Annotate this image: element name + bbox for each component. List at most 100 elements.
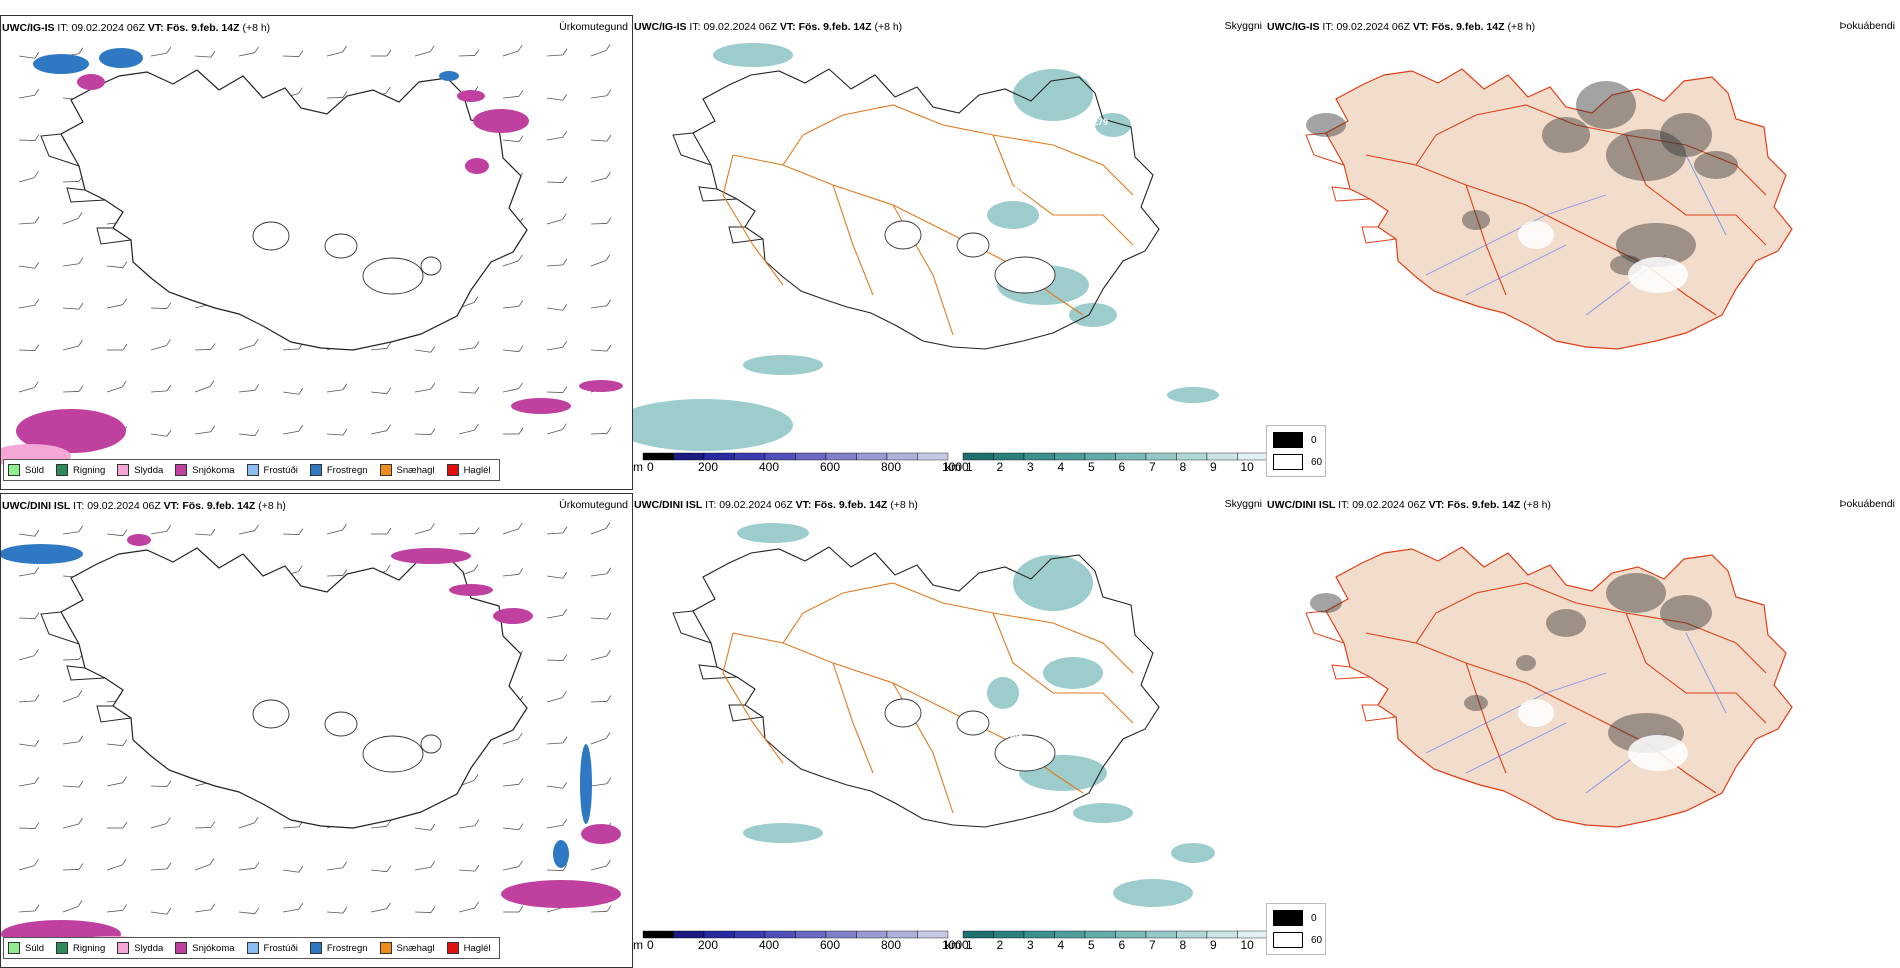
fjord-lines	[672, 132, 764, 244]
low-visibility-area	[987, 677, 1019, 709]
fog-indicator-panel-bottom: UWC/DINI ISL IT: 09.02.2024 06Z VT: Fös.…	[1266, 493, 1899, 968]
low-visibility-area	[1167, 387, 1219, 403]
glacier-area	[1518, 699, 1554, 727]
valid-time-label: VT:	[779, 21, 796, 33]
lead-time: (+8 h)	[242, 22, 271, 34]
low-visibility-area	[737, 523, 809, 543]
fog-legend-label: 60	[1311, 934, 1323, 946]
colorbar-km-segment	[1237, 452, 1266, 461]
glacier-outline	[884, 698, 922, 728]
valid-time-value: Fös. 9.feb. 14Z	[1447, 499, 1521, 511]
legend-swatch	[446, 942, 459, 954]
colorbar-m-segment	[734, 452, 766, 461]
colorbar-km-segment	[993, 452, 1025, 461]
panel-title: Úrkomutegund	[559, 21, 628, 33]
legend-label: Frostregn	[326, 464, 368, 476]
legend-label: Haglél	[463, 464, 491, 476]
colorbar-m-segment	[795, 930, 827, 939]
colorbar-km-tick: 10	[1241, 938, 1255, 952]
iceland-land	[1325, 546, 1793, 828]
legend-item: Haglél	[446, 464, 491, 476]
legend-item: Frostúði	[246, 942, 298, 954]
colorbar-km-segment	[962, 452, 994, 461]
panel-header: UWC/DINI ISL IT: 09.02.2024 06Z VT: Fös.…	[2, 499, 628, 513]
iceland-coastline	[60, 547, 528, 829]
valid-time-value: Fös. 9.feb. 14Z	[814, 499, 888, 511]
fjord-lines	[40, 611, 132, 723]
colorbar-km-tick: 2	[997, 938, 1004, 952]
colorbar-km-segment	[1176, 930, 1208, 939]
snow-area	[77, 74, 105, 90]
frostregn-area	[33, 54, 89, 74]
colorbar-km-segment	[1237, 930, 1266, 939]
colorbar-m-segment	[764, 930, 796, 939]
snow-area	[465, 158, 489, 174]
init-time-label: IT:	[1338, 499, 1350, 511]
model-label: UWC/DINI ISL	[2, 500, 71, 512]
low-visibility-area	[1013, 555, 1093, 611]
legend-label: Rigning	[73, 942, 106, 954]
fog-indicator-area	[1306, 113, 1346, 137]
panel-header: UWC/DINI ISL IT: 09.02.2024 06Z VT: Fös.…	[634, 498, 1262, 512]
legend-item: Súld	[8, 464, 44, 476]
colorbar-m-tick: 0	[647, 938, 654, 952]
colorbar-m-segment	[673, 930, 705, 939]
colorbar-km-tick: 1	[966, 938, 973, 952]
colorbar-m-unit: m	[633, 938, 643, 952]
glacier-area	[1518, 221, 1554, 249]
fog-indicator-area	[1464, 695, 1488, 711]
lead-time: (+8 h)	[874, 21, 903, 33]
init-time-label: IT:	[57, 22, 69, 34]
legend-item: Rigning	[56, 942, 105, 954]
colorbar-m-segment	[917, 930, 949, 939]
legend-item: Snæhagl	[379, 464, 435, 476]
fog-indicator-area	[1694, 151, 1738, 179]
panel-header: UWC/DINI ISL IT: 09.02.2024 06Z VT: Fös.…	[1267, 498, 1895, 512]
glacier-outline	[324, 711, 358, 737]
legend-swatch	[446, 464, 459, 476]
legend-item: Rigning	[56, 464, 105, 476]
fog-legend-label: 0	[1311, 912, 1317, 924]
colorbar-km-segment	[993, 930, 1025, 939]
colorbar-m-segment	[856, 452, 888, 461]
model-label: UWC/DINI ISL	[634, 499, 703, 511]
lead-time: (+8 h)	[890, 499, 918, 511]
colorbar-m-segment	[856, 930, 888, 939]
visibility-value-label: 983	[705, 913, 720, 923]
colorbar-m-tick: 1000	[942, 938, 969, 952]
colorbar-km-segment	[1145, 452, 1177, 461]
colorbar-km-segment	[1054, 930, 1086, 939]
snow-area	[579, 380, 623, 392]
fog-indicator-area	[1542, 117, 1590, 153]
legend-label: Frostregn	[326, 942, 368, 954]
fog-map	[1305, 546, 1793, 828]
precip-type-panel-bottom: Súld Rigning Slydda Snjókoma Frostúði Frostre…	[0, 493, 633, 968]
iceland-coastline	[692, 68, 1160, 350]
legend-label: Frostúði	[263, 464, 298, 476]
colorbar-m-segment	[917, 452, 949, 461]
colorbar-m-segment	[642, 452, 674, 461]
colorbar-m-tick: 800	[881, 938, 901, 952]
colorbar-km-segment	[1115, 930, 1147, 939]
init-time-value: 09.02.2024 06Z	[1352, 499, 1426, 511]
init-time-label: IT:	[1322, 21, 1334, 33]
colorbar-km-tick: 6	[1119, 460, 1126, 474]
legend-item: Slydda	[117, 464, 163, 476]
colorbar-m-segment	[673, 452, 705, 461]
visibility-value-label: 279	[1093, 117, 1108, 127]
fog-indicator-area	[1616, 223, 1696, 267]
colorbar-m-tick: 400	[759, 938, 779, 952]
low-visibility-area	[633, 399, 793, 451]
colorbar-m-segment	[642, 930, 674, 939]
visibility-value-label: 263	[1008, 733, 1023, 743]
frostregn-area	[580, 744, 592, 824]
glacier-outline	[420, 256, 442, 276]
legend-label: Súld	[25, 942, 45, 954]
colorbar-m-tick: 200	[698, 460, 718, 474]
init-time-value: 09.02.2024 06Z	[703, 21, 777, 33]
glacier-outline	[994, 256, 1056, 294]
legend-swatch	[56, 942, 69, 954]
snow-area	[501, 880, 621, 908]
colorbar-km-tick: 2	[997, 460, 1004, 474]
